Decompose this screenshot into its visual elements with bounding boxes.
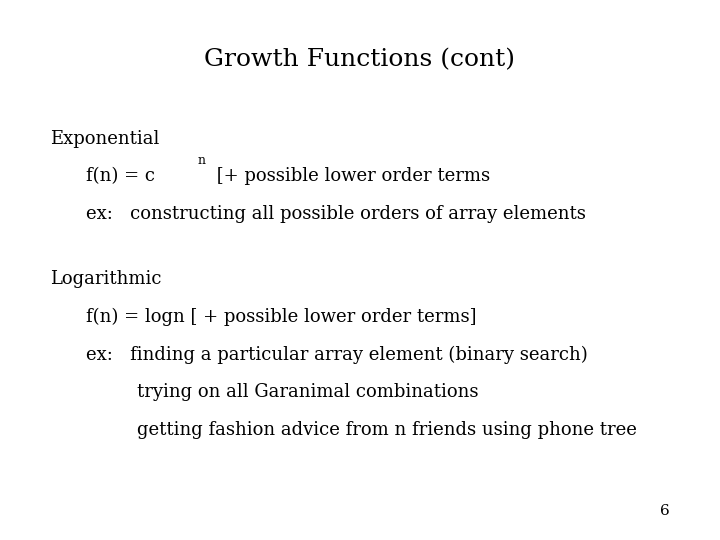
Text: ex:   finding a particular array element (binary search): ex: finding a particular array element (… [86, 346, 588, 364]
Text: Logarithmic: Logarithmic [50, 270, 162, 288]
Text: 6: 6 [660, 504, 670, 518]
Text: ex:   constructing all possible orders of array elements: ex: constructing all possible orders of … [86, 205, 586, 223]
Text: trying on all Garanimal combinations: trying on all Garanimal combinations [137, 383, 478, 401]
Text: Growth Functions (cont): Growth Functions (cont) [204, 49, 516, 72]
Text: Exponential: Exponential [50, 130, 160, 147]
Text: f(n) = logn [ + possible lower order terms]: f(n) = logn [ + possible lower order ter… [86, 308, 477, 326]
Text: [+ possible lower order terms: [+ possible lower order terms [211, 167, 490, 185]
Text: getting fashion advice from n friends using phone tree: getting fashion advice from n friends us… [137, 421, 636, 439]
Text: n: n [198, 154, 206, 167]
Text: f(n) = c: f(n) = c [86, 167, 156, 185]
